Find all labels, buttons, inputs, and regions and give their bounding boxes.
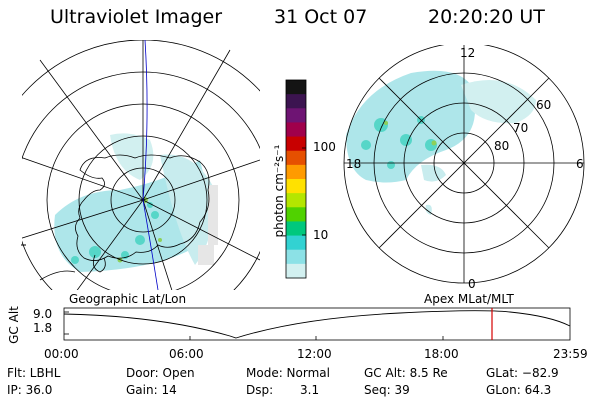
colorbar bbox=[285, 79, 307, 279]
colorbar-cell bbox=[286, 249, 306, 265]
colorbar-cell bbox=[286, 207, 306, 222]
info-flt: Flt: LBHL bbox=[7, 366, 61, 380]
app-title: Ultraviolet Imager bbox=[50, 6, 223, 28]
colorbar-cell bbox=[286, 80, 306, 95]
info-mode: Mode: Normal bbox=[246, 366, 330, 380]
colorbar-cell bbox=[286, 136, 306, 152]
altitude-curve bbox=[63, 310, 571, 339]
info-glon: GLon: 64.3 bbox=[486, 383, 552, 397]
info-dsp-value: 3.1 bbox=[300, 383, 320, 397]
mlt-label-12: 12 bbox=[460, 46, 476, 60]
timeline-ylabel: GC Alt bbox=[7, 306, 21, 344]
info-gain: Gain: 14 bbox=[126, 383, 177, 397]
colorbar-cell bbox=[286, 164, 306, 180]
colorbar-cell bbox=[286, 108, 306, 123]
timeline-ytick-1: 1.8 bbox=[33, 321, 53, 335]
colorbar-label: photon cm⁻²s⁻¹ bbox=[272, 144, 286, 238]
mlt-label-6: 6 bbox=[576, 157, 584, 171]
colorbar-cell bbox=[286, 179, 306, 194]
mlat-label-60: 60 bbox=[536, 98, 552, 112]
colorbar-tick-10: 10 bbox=[313, 228, 329, 242]
mlt-label-0: 0 bbox=[468, 277, 476, 291]
timeline-xtick-1200: 12:00 bbox=[297, 347, 332, 361]
mlt-label-18: 18 bbox=[346, 157, 362, 171]
timeline-xtick-0600: 06:00 bbox=[169, 347, 204, 361]
info-gc-alt: GC Alt: 8.5 Re bbox=[364, 366, 448, 380]
colorbar-cell bbox=[286, 193, 306, 208]
timeline-xtick-2359: 23:59 bbox=[553, 347, 588, 361]
colorbar-cell bbox=[286, 263, 306, 279]
timeline-xtick-0000: 00:00 bbox=[44, 347, 79, 361]
altitude-timeline bbox=[63, 307, 571, 341]
mlat-label-70: 70 bbox=[513, 121, 529, 135]
geo-panel-label: Geographic Lat/Lon bbox=[69, 292, 187, 306]
info-dsp-label: Dsp: bbox=[246, 383, 274, 397]
timeline-xtick-1800: 18:00 bbox=[424, 347, 459, 361]
colorbar-cell bbox=[286, 221, 306, 237]
magnetic-polar-image bbox=[343, 45, 585, 284]
date-label: 31 Oct 07 bbox=[274, 6, 368, 28]
info-glat: GLat: −82.9 bbox=[486, 366, 559, 380]
timeline-ytick-9: 9.0 bbox=[33, 307, 53, 321]
colorbar-tick-100: 100 bbox=[313, 140, 336, 154]
mlat-label-80: 80 bbox=[494, 139, 510, 153]
info-ip: IP: 36.0 bbox=[7, 383, 53, 397]
antarctica-outline bbox=[75, 154, 210, 261]
info-seq: Seq: 39 bbox=[364, 383, 410, 397]
geographic-image bbox=[21, 40, 260, 290]
colorbar-cell bbox=[286, 94, 306, 109]
colorbar-cell bbox=[286, 122, 306, 138]
colorbar-cell bbox=[286, 150, 306, 166]
info-door: Door: Open bbox=[126, 366, 195, 380]
mag-panel-label: Apex MLat/MLT bbox=[424, 292, 514, 306]
colorbar-cell bbox=[286, 235, 306, 251]
time-label: 20:20:20 UT bbox=[428, 6, 545, 28]
